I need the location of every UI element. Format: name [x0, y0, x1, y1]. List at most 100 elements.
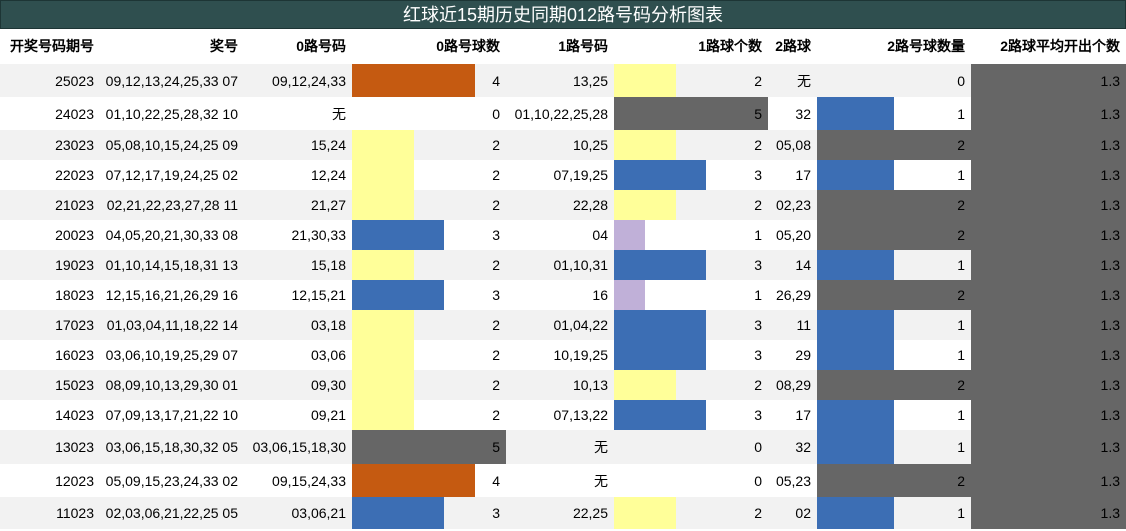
route2-numbers: 05,23: [775, 472, 811, 489]
route0-count-bar: [352, 340, 414, 370]
route2-average-value: 1.3: [1100, 407, 1120, 423]
route2-average-bar: [971, 497, 1126, 529]
route0-count-bar: [352, 280, 444, 310]
route2-count-bar: [817, 280, 971, 310]
route0-numbers: 03,06,21: [291, 505, 347, 521]
route0-count-value: 2: [492, 257, 500, 273]
route0-count-value: 4: [492, 472, 500, 489]
table-row: 17023 01,03,04,11,18,22 14 03,18 2 01,04,22 3…: [0, 310, 1126, 340]
route0-numbers: 09,12,24,33: [272, 72, 346, 89]
route2-count-bar: [817, 430, 894, 464]
route2-average-value: 1.3: [1100, 167, 1120, 183]
route2-numbers: 26,29: [775, 287, 811, 303]
route2-count-bar: [817, 190, 971, 220]
route2-average-value: 1.3: [1100, 197, 1120, 213]
table-row: 21023 02,21,22,23,27,28 11 21,27 2 22,28 2 02,…: [0, 190, 1126, 220]
route2-count-bar: [817, 400, 894, 430]
route1-count-value: 0: [754, 439, 762, 455]
table-row: 13023 03,06,15,18,30,32 05 03,06,15,18,30 5…: [0, 430, 1126, 464]
route2-count-value: 2: [957, 137, 965, 153]
route1-numbers: 无: [594, 439, 608, 455]
issue-number: 24023: [55, 105, 94, 122]
table-row: 24023 01,10,22,25,28,32 10 无 0 01,10,22,25,2…: [0, 97, 1126, 130]
route2-count-bar: [817, 464, 971, 497]
route2-count-value: 1: [957, 407, 965, 423]
route2-average-bar: [971, 97, 1126, 130]
route1-numbers: 16: [592, 287, 608, 303]
route1-count-value: 2: [754, 72, 762, 89]
route0-count-value: 5: [492, 439, 500, 455]
route2-count-value: 1: [957, 439, 965, 455]
route1-numbers: 22,28: [572, 197, 608, 213]
issue-number: 16023: [55, 347, 94, 363]
route1-numbers: 07,13,22: [553, 407, 609, 423]
route2-numbers: 11: [796, 317, 811, 333]
route1-count-value: 0: [754, 472, 762, 489]
issue-number: 17023: [55, 317, 94, 333]
route2-count-bar: [817, 497, 894, 529]
route2-average-value: 1.3: [1100, 227, 1120, 243]
route1-numbers: 04: [592, 227, 608, 243]
route2-average-bar: [971, 430, 1126, 464]
winning-numbers: 07,12,17,19,24,25 02: [105, 167, 238, 183]
route0-count-bar: [352, 400, 414, 430]
route2-count-value: 1: [957, 257, 965, 273]
route2-average-bar: [971, 310, 1126, 340]
header-r2: 2路球: [775, 38, 811, 54]
route1-count-bar: [614, 370, 676, 400]
route1-count-bar: [614, 497, 676, 529]
route0-count-value: 2: [492, 167, 500, 183]
route1-numbers: 07,19,25: [553, 167, 609, 183]
route0-count-value: 0: [492, 105, 500, 122]
route1-numbers: 01,04,22: [553, 317, 609, 333]
route2-average-bar: [971, 400, 1126, 430]
route2-average-value: 1.3: [1100, 72, 1120, 89]
route2-average-value: 1.3: [1100, 347, 1120, 363]
route1-count-value: 3: [754, 167, 762, 183]
route2-numbers: 32: [795, 105, 811, 122]
route2-average-value: 1.3: [1100, 257, 1120, 273]
table-row: 25023 09,12,13,24,25,33 07 09,12,24,33 4 13,…: [0, 64, 1126, 97]
table-row: 11023 02,03,06,21,22,25 05 03,06,21 3 22,25 2…: [0, 497, 1126, 529]
route2-average-value: 1.3: [1100, 317, 1120, 333]
winning-numbers: 07,09,13,17,21,22 10: [105, 407, 238, 423]
route0-count-bar: [352, 497, 444, 529]
route1-count-value: 3: [754, 407, 762, 423]
table-row: 19023 01,10,14,15,18,31 13 15,18 2 01,10,31 3…: [0, 250, 1126, 280]
route0-numbers: 09,21: [310, 407, 346, 423]
header-r1: 1路号码: [558, 38, 608, 54]
issue-number: 19023: [55, 257, 94, 273]
route2-count-value: 2: [957, 197, 965, 213]
winning-numbers: 02,21,22,23,27,28 11: [106, 197, 238, 213]
route2-count-bar: [817, 220, 971, 250]
route2-average-value: 1.3: [1100, 137, 1120, 153]
route2-count-value: 0: [957, 72, 965, 89]
winning-numbers: 05,08,10,15,24,25 09: [105, 137, 238, 153]
winning-numbers: 01,10,14,15,18,31 13: [105, 257, 238, 273]
route2-numbers: 05,08: [775, 137, 811, 153]
route2-average-value: 1.3: [1100, 287, 1120, 303]
route2-count-bar: [817, 310, 894, 340]
route0-numbers: 12,15,21: [291, 287, 347, 303]
route2-average-bar: [971, 190, 1126, 220]
route0-numbers: 15,24: [310, 137, 346, 153]
route2-numbers: 32: [795, 439, 811, 455]
header-r0: 0路号码: [296, 38, 346, 54]
route1-count-value: 3: [754, 257, 762, 273]
route2-numbers: 29: [795, 347, 811, 363]
route1-count-bar: [614, 400, 706, 430]
route2-count-value: 1: [957, 317, 965, 333]
route0-count-bar: [352, 64, 475, 97]
route1-numbers: 13,25: [572, 72, 608, 89]
route0-count-value: 2: [492, 317, 500, 333]
route2-average-bar: [971, 370, 1126, 400]
route1-count-value: 2: [754, 137, 762, 153]
winning-numbers: 08,09,10,13,29,30 01: [105, 377, 238, 393]
winning-numbers: 03,06,15,18,30,32 05: [105, 439, 238, 455]
route1-count-bar: [614, 64, 676, 97]
chart-title: 红球近15期历史同期012路号码分析图表: [0, 0, 1126, 29]
route1-numbers: 10,19,25: [553, 347, 609, 363]
route1-count-value: 3: [754, 317, 762, 333]
route2-average-bar: [971, 464, 1126, 497]
route2-count-value: 2: [957, 227, 965, 243]
